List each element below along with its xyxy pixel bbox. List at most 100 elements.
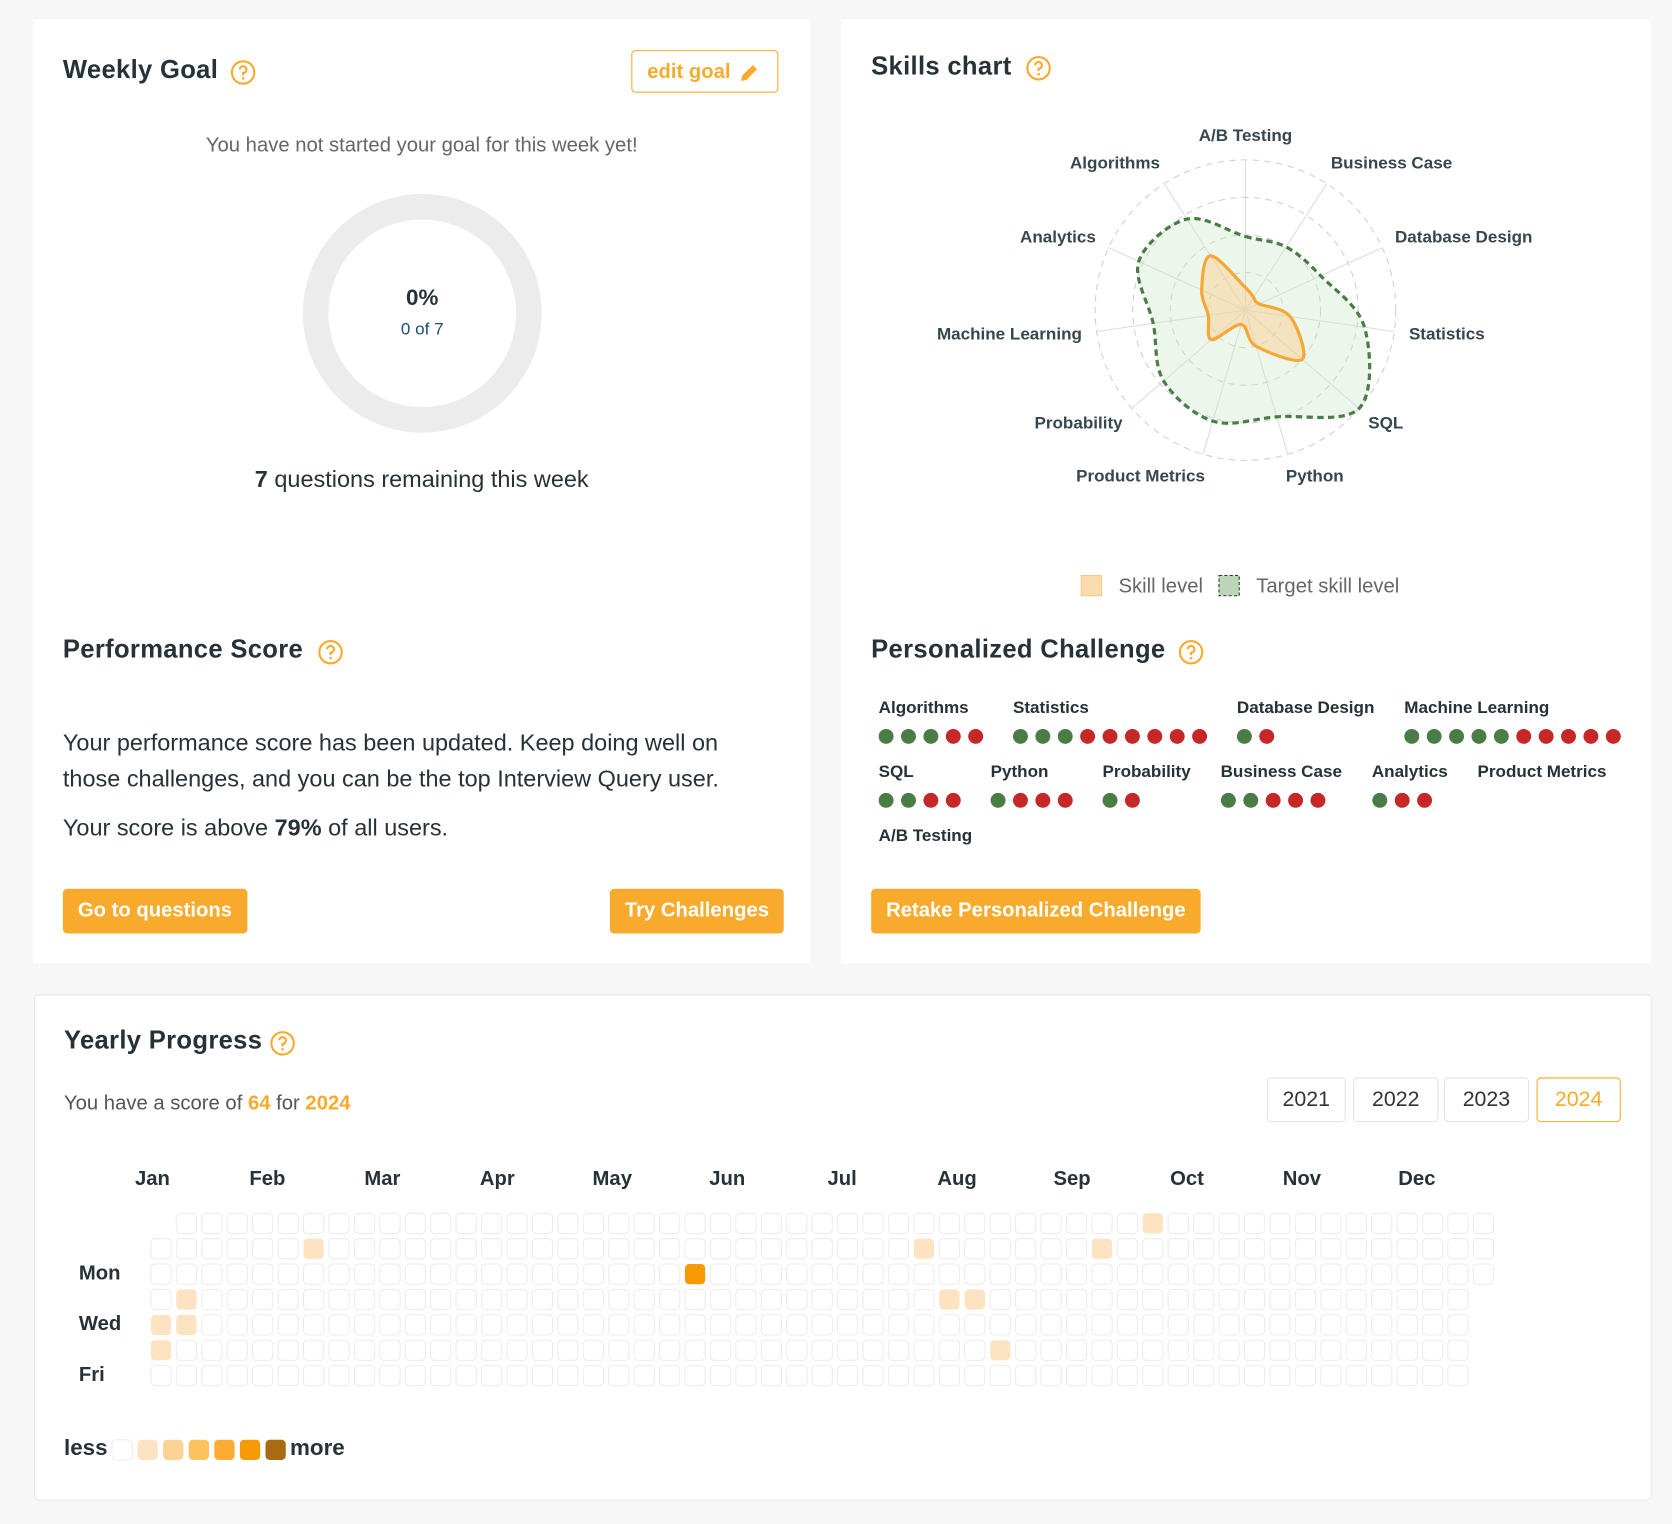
performance-score: Your score is above 79% of all users. (63, 814, 448, 842)
radar-label: Statistics (1409, 324, 1485, 343)
activity-cell (1371, 1288, 1393, 1311)
activity-cell (1294, 1314, 1317, 1336)
activity-cell (862, 1314, 884, 1336)
year-button[interactable]: 2022 (1353, 1077, 1439, 1123)
activity-cell (252, 1314, 274, 1336)
incorrect-dot (1538, 728, 1554, 744)
radar-axis (1096, 309, 1246, 333)
correct-dot (1236, 728, 1252, 744)
activity-cell (964, 1364, 986, 1387)
activity-cell (964, 1314, 986, 1336)
activity-cell (175, 1238, 198, 1260)
activity-cell (887, 1212, 910, 1235)
legend-label: Skill level (1119, 576, 1203, 598)
activity-cell (557, 1314, 579, 1336)
correct-dot (1102, 792, 1118, 808)
legend-swatch (1080, 574, 1103, 597)
score-prefix: Your score is above (62, 814, 269, 841)
month-label: Sep (1053, 1168, 1090, 1190)
activity-cell (1396, 1314, 1418, 1336)
activity-cell (938, 1339, 961, 1361)
activity-cell (1218, 1288, 1240, 1311)
activity-cell (226, 1339, 248, 1361)
activity-cell (1320, 1212, 1342, 1235)
activity-cell (480, 1212, 503, 1235)
month-label: Dec (1398, 1168, 1435, 1190)
activity-cell (786, 1314, 808, 1336)
activity-cell (836, 1212, 859, 1235)
retake-challenge-button[interactable]: Retake Personalized Challenge (871, 888, 1201, 934)
year-button[interactable]: 2024 (1536, 1077, 1621, 1123)
activity-cell (277, 1238, 299, 1260)
correct-dot (1426, 728, 1442, 744)
skill-group: Database Design (1236, 699, 1374, 744)
help-icon[interactable] (270, 1031, 296, 1057)
radar-axis (1244, 309, 1289, 455)
activity-cell (1345, 1288, 1367, 1311)
goal-card (33, 19, 811, 964)
activity-cell (633, 1238, 655, 1260)
activity-cell (608, 1238, 630, 1260)
activity-cell (913, 1238, 935, 1259)
section-title: Personalized Challenge (871, 635, 1166, 664)
goal-percent: 0% (406, 285, 439, 311)
activity-cell (1040, 1238, 1062, 1260)
activity-cell (531, 1314, 554, 1336)
activity-cell (582, 1364, 605, 1387)
activity-cell (353, 1288, 376, 1311)
activity-cell (506, 1212, 528, 1235)
skill-name: Product Metrics (1477, 763, 1607, 782)
edit-goal-button[interactable]: edit goal (631, 50, 779, 93)
activity-cell (1320, 1238, 1342, 1260)
activity-cell (252, 1288, 274, 1311)
activity-cell (1294, 1339, 1317, 1361)
activity-cell (811, 1339, 833, 1361)
activity-cell (1116, 1314, 1139, 1336)
try-challenges-button[interactable]: Try Challenges (609, 888, 784, 934)
section-title: Performance Score (62, 635, 304, 664)
activity-cell (836, 1288, 859, 1311)
activity-cell (1320, 1314, 1342, 1336)
activity-cell (1142, 1238, 1164, 1260)
activity-cell (557, 1263, 579, 1285)
activity-cell (480, 1238, 503, 1260)
legend-more: more (290, 1435, 345, 1460)
score-year: 2024 (305, 1092, 351, 1115)
activity-cell (684, 1238, 706, 1260)
activity-cell (913, 1364, 935, 1387)
activity-cell (735, 1212, 757, 1235)
year-button[interactable]: 2023 (1443, 1077, 1530, 1123)
activity-cell (175, 1339, 198, 1361)
activity-cell (811, 1364, 833, 1387)
radar-axis (1108, 247, 1246, 311)
activity-cell (684, 1264, 706, 1285)
activity-cell (658, 1364, 681, 1387)
skill-dots (879, 857, 973, 872)
activity-cell (1193, 1238, 1215, 1260)
incorrect-dot (945, 728, 961, 744)
activity-cell (430, 1238, 452, 1260)
activity-cell (1447, 1288, 1469, 1311)
year-button[interactable]: 2021 (1266, 1077, 1346, 1123)
activity-cell (989, 1212, 1011, 1235)
go-to-questions-button[interactable]: Go to questions (62, 888, 247, 934)
help-icon[interactable] (318, 639, 344, 665)
month-label: Apr (480, 1168, 515, 1190)
activity-cell (277, 1364, 299, 1387)
activity-cell (709, 1364, 732, 1387)
score-value: 64 (247, 1092, 271, 1115)
incorrect-dot (1080, 728, 1096, 744)
correct-dot (923, 728, 939, 744)
activity-cell (1193, 1364, 1215, 1387)
activity-cell (709, 1339, 732, 1361)
button-label: edit goal (647, 60, 731, 84)
help-icon[interactable] (230, 60, 256, 86)
activity-cell (531, 1364, 554, 1387)
help-icon[interactable] (1026, 55, 1052, 81)
activity-cell (938, 1314, 961, 1336)
activity-cell (964, 1238, 986, 1260)
help-icon[interactable] (1178, 639, 1204, 665)
radar-axis (1244, 183, 1328, 311)
activity-cell (1015, 1364, 1037, 1387)
activity-cell (1371, 1339, 1393, 1361)
